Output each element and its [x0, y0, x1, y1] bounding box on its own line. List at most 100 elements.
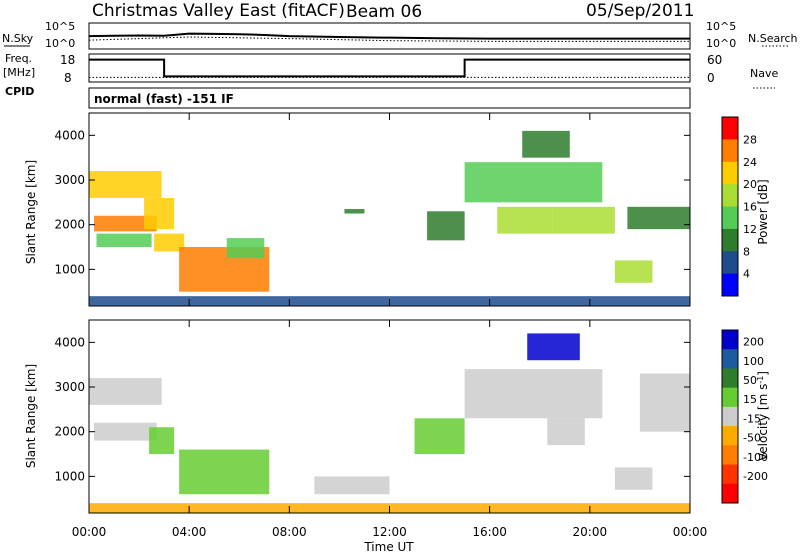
- power-ytick-label: 1000: [54, 262, 85, 276]
- velocity-ytick-label: 1000: [54, 469, 85, 483]
- power-ytick-label: 2000: [54, 218, 85, 232]
- power-region: [522, 130, 570, 158]
- freq-unit-label: [MHz]: [3, 66, 35, 79]
- xtick-label: 12:00: [372, 525, 407, 539]
- velocity-region: [547, 418, 585, 446]
- frequency-panel: Freq. [MHz] CPID 18 8 60 0 Nave: [3, 52, 778, 98]
- xaxis-label: Time UT: [363, 540, 414, 554]
- freq-tick-top: 18: [60, 53, 75, 67]
- velocity-region: [149, 427, 175, 455]
- velocity-colorbar-swatch: [722, 406, 738, 427]
- nave-tick-top: 60: [707, 53, 722, 67]
- power-region: [154, 233, 185, 252]
- nsearch-label: N.Search: [748, 32, 798, 45]
- velocity-region: [639, 373, 690, 432]
- power-region: [464, 162, 603, 203]
- frequency-plot: [89, 58, 690, 78]
- velocity-region: [314, 476, 390, 495]
- power-region: [627, 206, 690, 230]
- velocity-colorbar-frame: [721, 329, 739, 504]
- power-region: [89, 171, 162, 198]
- power-heatmap: [89, 130, 690, 306]
- velocity-colorbar-tick: 200: [743, 336, 764, 349]
- velocity-colorbar-swatch: [722, 464, 738, 485]
- velocity-colorbar-swatch: [722, 483, 738, 504]
- noise-tick-right-bottom: 10^0: [706, 37, 736, 50]
- power-panel: 4000 3000 2000 1000 Slant Range [km] 28 24 20…: [24, 112, 770, 307]
- xtick-label: 00:00: [72, 525, 107, 539]
- figure-title: Christmas Valley East (fitACF): [92, 1, 345, 21]
- freq-tick-bottom: 8: [64, 71, 72, 85]
- xtick-label: 20:00: [573, 525, 608, 539]
- power-colorbar-swatch: [722, 184, 738, 207]
- power-colorbar-frame: [721, 116, 739, 297]
- velocity-region: [414, 418, 465, 455]
- freq-label: Freq.: [5, 52, 32, 65]
- nsky-label: N.Sky: [2, 32, 34, 45]
- velocity-colorbar-tick: -100: [743, 451, 768, 464]
- power-colorbar-tick: 16: [743, 201, 757, 214]
- power-ytick-label: 3000: [54, 173, 85, 187]
- power-y-axis: 4000 3000 2000 1000: [54, 128, 690, 276]
- xtick-label: 00:00: [673, 525, 708, 539]
- velocity-ylabel: Slant Range [km]: [24, 364, 38, 468]
- velocity-colorbar-tick: 15: [743, 393, 757, 406]
- noise-panel: N.Sky N.Search 10^5 10^0 10^5 10^0: [2, 20, 798, 50]
- power-region: [552, 206, 615, 234]
- velocity-colorbar-swatch: [722, 426, 738, 446]
- power-colorbar-swatch: [722, 139, 738, 163]
- velocity-colorbar-swatch: [722, 445, 738, 466]
- velocity-colorbar: 200 100 50 15 -15 -50 -100 -200: [721, 329, 768, 504]
- power-region: [614, 260, 653, 283]
- frequency-series: [89, 58, 690, 78]
- velocity-region: [614, 467, 653, 490]
- noise-series-nsky: [88, 32, 690, 40]
- velocity-colorbar-tick: 100: [743, 355, 764, 368]
- power-region: [94, 215, 157, 232]
- power-region: [427, 211, 465, 241]
- noise-plot: [88, 32, 690, 42]
- power-colorbar-swatch: [722, 273, 738, 297]
- velocity-region: [527, 333, 580, 361]
- xtick-label: 16:00: [472, 525, 507, 539]
- power-colorbar-label: Power [dB]: [756, 179, 770, 244]
- cpid-strip: [88, 87, 691, 109]
- velocity-colorbar-tick: -15: [743, 412, 761, 425]
- power-colorbar-tick: 24: [743, 156, 757, 169]
- beam-label: Beam 06: [346, 2, 422, 22]
- velocity-colorbar-tick: -200: [743, 470, 768, 483]
- power-colorbar-swatch: [722, 251, 738, 275]
- cpid-label: CPID: [5, 85, 34, 98]
- power-ylabel: Slant Range [km]: [24, 160, 38, 264]
- power-region: [344, 209, 365, 214]
- power-colorbar-tick: 12: [743, 223, 757, 236]
- power-colorbar-swatch: [722, 228, 738, 252]
- power-ytick-label: 4000: [54, 128, 85, 142]
- nave-tick-bottom: 0: [707, 71, 715, 85]
- velocity-ytick-label: 2000: [54, 425, 85, 439]
- noise-tick-right-top: 10^5: [706, 20, 736, 33]
- velocity-ytick-label: 4000: [54, 335, 85, 349]
- velocity-panel: 4000 3000 2000 1000 Slant Range [km] 200 100…: [24, 319, 770, 514]
- power-colorbar-swatch: [722, 206, 738, 230]
- velocity-region: [179, 449, 270, 495]
- velocity-colorbar-swatch: [722, 368, 738, 389]
- velocity-colorbar-label: Velocity [m s-1]: [756, 371, 770, 461]
- xtick-label: 04:00: [172, 525, 207, 539]
- time-axis: 00:00 04:00 08:00 12:00 16:00 20:00 00:00: [72, 113, 708, 539]
- nave-label: Nave: [750, 67, 778, 80]
- velocity-colorbar-tick: -50: [743, 432, 761, 445]
- noise-tick-left-top: 10^5: [45, 20, 75, 33]
- velocity-region: [89, 378, 162, 405]
- velocity-colorbar-swatch: [722, 387, 738, 408]
- velocity-heatmap: [89, 333, 690, 513]
- power-colorbar-tick: 8: [743, 245, 750, 258]
- velocity-y-axis: 4000 3000 2000 1000: [54, 335, 690, 483]
- cpid-text: normal (fast) -151 IF: [94, 92, 234, 106]
- power-colorbar-tick: 28: [743, 133, 757, 146]
- power-colorbar-swatch: [722, 117, 738, 140]
- velocity-colorbar-tick: 50: [743, 374, 757, 387]
- power-region: [144, 197, 175, 230]
- power-colorbar: 28 24 20 16 12 8 4: [721, 116, 757, 297]
